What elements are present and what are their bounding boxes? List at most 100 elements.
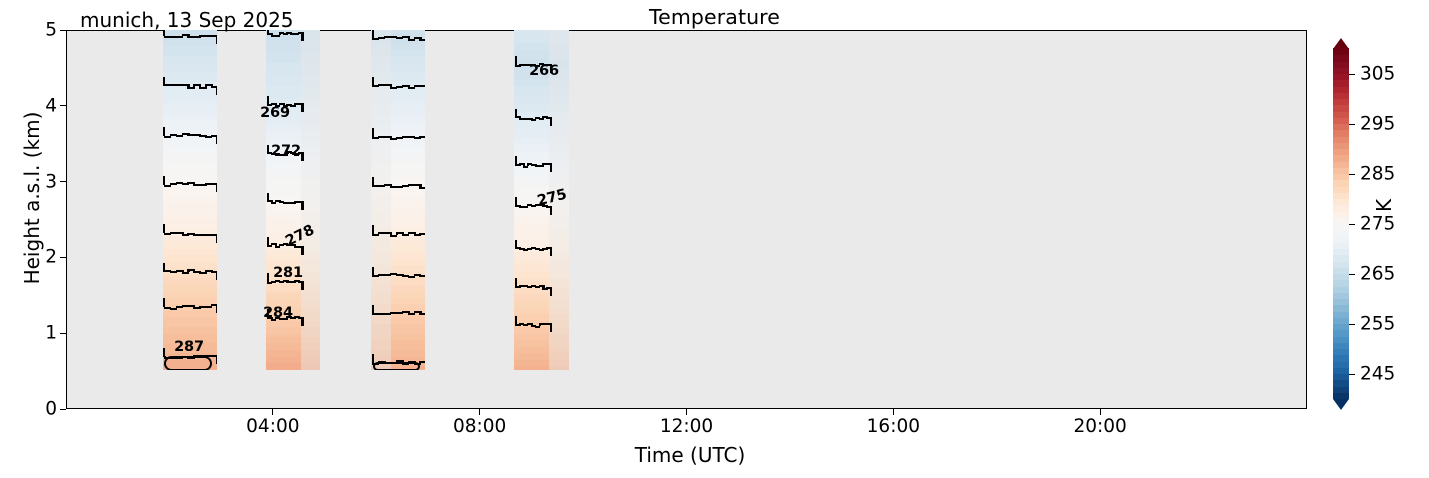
- temperature-band: [266, 287, 321, 293]
- contour-line-278: [395, 231, 404, 234]
- contour-line-joint: [298, 279, 301, 282]
- temperature-band: [162, 258, 217, 263]
- temperature-band: [514, 301, 569, 306]
- temperature-band: [266, 261, 321, 266]
- colorbar-segment: [1333, 198, 1349, 206]
- contour-line-joint: [286, 279, 289, 282]
- colorbar-segment: [1333, 285, 1349, 293]
- contour-line-269: [205, 83, 213, 86]
- temperature-band: [371, 320, 426, 325]
- temperature-band: [514, 167, 569, 172]
- contour-line-joint: [294, 152, 297, 155]
- contour-line-272: [389, 137, 398, 140]
- contour-line-281: [267, 281, 273, 284]
- contour-line-266: [181, 33, 189, 36]
- temperature-band: [266, 176, 321, 181]
- contour-end-tick: [163, 297, 166, 307]
- colorbar[interactable]: [1333, 38, 1349, 410]
- temperature-band: [514, 265, 569, 270]
- contour-line-272: [407, 135, 415, 138]
- temperature-band: [514, 235, 569, 240]
- colorbar-segment: [1333, 48, 1349, 56]
- temperature-band: [162, 82, 217, 87]
- contour-line-278: [294, 245, 300, 248]
- temperature-band: [162, 222, 217, 227]
- temperature-band: [371, 131, 426, 136]
- colorbar-tick-mark: [1349, 173, 1355, 175]
- contour-line-281: [282, 279, 288, 282]
- colorbar-tick-mark: [1349, 373, 1355, 375]
- contour-line-275: [205, 183, 213, 186]
- temperature-band: [514, 291, 569, 296]
- contour-line-joint: [389, 184, 392, 187]
- temperature-band: [514, 258, 569, 263]
- contour-line-284: [187, 304, 195, 307]
- contour-line-joint: [286, 316, 289, 319]
- contour-line-269: [538, 118, 544, 121]
- contour-line-275: [211, 182, 217, 185]
- temperature-band: [371, 317, 426, 322]
- colorbar-gradient: [1333, 48, 1349, 399]
- temperature-band: [371, 78, 426, 84]
- temperature-band: [514, 33, 569, 38]
- temperature-band: [514, 157, 569, 162]
- temperature-band: [371, 98, 426, 103]
- contour-end-tick: [216, 85, 217, 95]
- temperature-band: [371, 301, 426, 306]
- temperature-band: [162, 278, 217, 283]
- contour-line-278: [205, 233, 213, 236]
- contour-line-joint: [274, 199, 277, 203]
- temperature-band: [514, 310, 569, 315]
- contour-line-281: [274, 279, 281, 282]
- temperature-band: [162, 320, 217, 325]
- contour-line-269: [199, 86, 207, 89]
- temperature-band: [266, 304, 321, 309]
- temperature-band: [266, 242, 321, 247]
- temperature-band: [162, 265, 217, 270]
- contour-line-joint: [193, 269, 196, 272]
- temperature-band: [162, 144, 217, 149]
- contour-line-284: [401, 311, 410, 314]
- temperature-band: [514, 219, 569, 224]
- temperature-band: [514, 69, 569, 74]
- colorbar-segment: [1333, 223, 1349, 231]
- contour-end-tick: [216, 182, 217, 192]
- contour-line-281: [519, 284, 525, 287]
- contour-line-272: [298, 152, 304, 155]
- contour-line-278: [193, 233, 201, 236]
- colorbar-segment: [1333, 142, 1349, 149]
- temperature-band: [514, 349, 569, 355]
- temperature-band: [514, 199, 569, 204]
- contour-line-joint: [187, 133, 190, 135]
- contour-line-272: [401, 136, 410, 139]
- contour-line-278: [211, 233, 217, 236]
- temperature-band: [162, 69, 217, 74]
- temperature-band: [162, 301, 217, 306]
- contour-line-joint: [546, 115, 549, 118]
- temperature-band: [514, 222, 569, 227]
- temperature-band: [514, 281, 569, 286]
- temperature-band: [371, 75, 426, 80]
- contour-line-278: [523, 249, 529, 252]
- contour-end-tick: [216, 271, 217, 281]
- temperature-band: [371, 281, 426, 286]
- temperature-band: [514, 245, 569, 250]
- contour-line-275: [407, 184, 415, 187]
- contour-line-269: [519, 118, 525, 121]
- temperature-band: [371, 72, 426, 77]
- temperature-band: [266, 95, 321, 100]
- temperature-band: [266, 88, 321, 93]
- colorbar-tick-mark: [1349, 273, 1355, 275]
- temperature-band: [162, 346, 217, 351]
- contour-end-tick: [266, 236, 269, 246]
- temperature-band: [162, 359, 217, 364]
- contour-line-275: [372, 185, 380, 188]
- x-tick-label-1600: 16:00: [866, 416, 920, 437]
- contour-end-tick: [424, 313, 426, 323]
- temperature-band: [371, 144, 426, 149]
- colorbar-segment: [1333, 273, 1349, 281]
- colorbar-segment: [1333, 192, 1349, 199]
- contour-end-tick: [514, 316, 517, 326]
- temperature-band: [162, 49, 217, 54]
- temperature-band: [162, 363, 217, 368]
